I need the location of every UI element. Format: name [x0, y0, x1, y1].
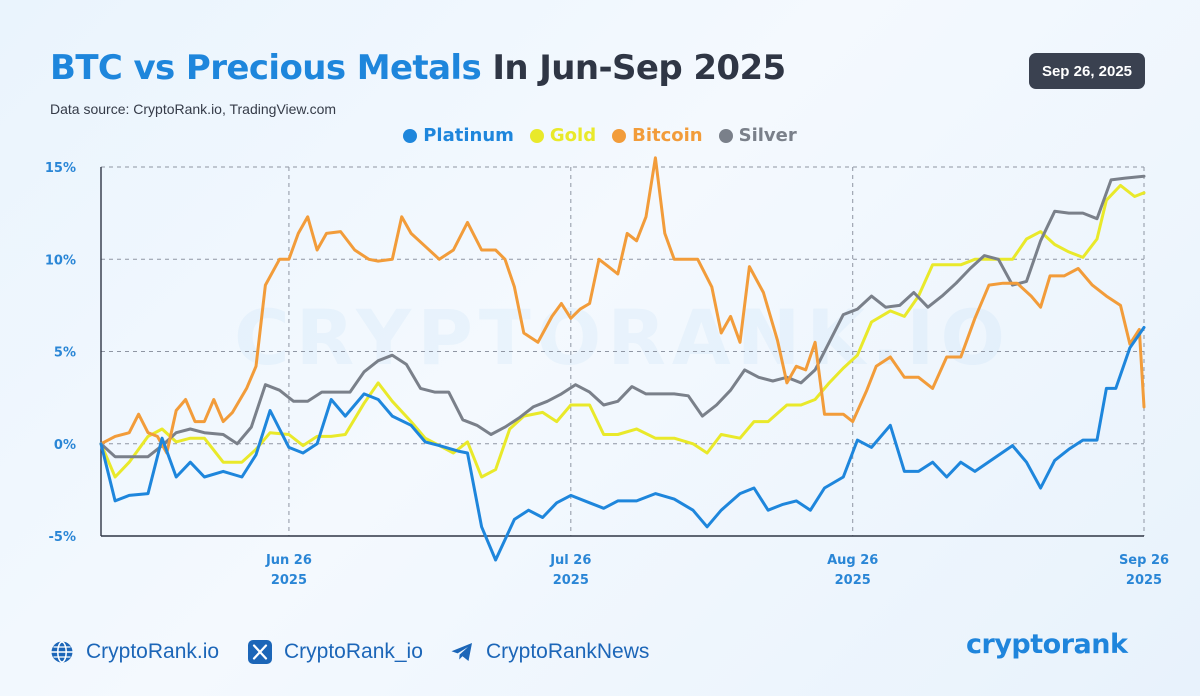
footer-x-handle[interactable]: CryptoRank_io: [248, 640, 423, 664]
legend-dot-silver: [718, 128, 733, 143]
legend-item-silver: Silver: [718, 125, 797, 146]
y-tick-label: 10%: [45, 253, 76, 268]
legend-label-platinum: Platinum: [423, 125, 514, 146]
series-line-silver: [99, 174, 1146, 459]
y-tick-label: 0%: [54, 438, 76, 453]
x-tick-label-year: 2025: [835, 573, 871, 588]
legend-label-gold: Gold: [549, 125, 597, 146]
brand-logo: cryptorank: [966, 629, 1128, 660]
legend-item-bitcoin: Bitcoin: [612, 125, 703, 146]
data-source: Data source: CryptoRank.io, TradingView.…: [50, 101, 337, 117]
legend-dot-gold: [529, 128, 544, 143]
x-tick-label: Sep 26: [1119, 553, 1169, 568]
legend-label-bitcoin: Bitcoin: [632, 125, 703, 146]
legend-dot-platinum: [403, 128, 418, 143]
series-line-bitcoin: [99, 156, 1146, 455]
x-tick-label-year: 2025: [271, 573, 307, 588]
telegram-icon: [451, 643, 472, 661]
globe-icon: [51, 641, 73, 663]
y-tick-label: -5%: [49, 530, 76, 545]
x-tick-label: Jun 26: [265, 553, 312, 568]
x-tick-label-year: 2025: [1126, 573, 1162, 588]
footer-telegram-label: CryptoRankNews: [486, 640, 650, 663]
footer-x-handle-label: CryptoRank_io: [284, 640, 423, 663]
legend-item-gold: Gold: [529, 125, 597, 146]
title-accent: BTC vs Precious Metals: [50, 48, 482, 88]
legend-item-platinum: Platinum: [403, 125, 514, 146]
series-line-gold: [99, 183, 1146, 479]
y-tick-label: 5%: [54, 346, 76, 361]
y-tick-label: 15%: [45, 161, 76, 176]
page-title: BTC vs Precious Metals In Jun-Sep 2025: [50, 48, 786, 88]
title-rest: In Jun-Sep 2025: [492, 48, 786, 88]
series-line-platinum: [99, 326, 1146, 562]
x-tick-label-year: 2025: [553, 573, 589, 588]
date-badge: Sep 26, 2025: [1029, 53, 1145, 89]
footer-website[interactable]: CryptoRank.io: [50, 640, 219, 664]
legend-dot-bitcoin: [612, 128, 627, 143]
footer-website-label: CryptoRank.io: [86, 640, 220, 663]
footer-telegram[interactable]: CryptoRankNews: [450, 640, 649, 664]
x-logo-icon: [248, 640, 272, 664]
chart-legend: Platinum Gold Bitcoin Silver: [0, 125, 1200, 146]
x-tick-label: Aug 26: [827, 553, 878, 568]
x-tick-label: Jul 26: [549, 553, 591, 568]
legend-label-silver: Silver: [738, 125, 797, 146]
